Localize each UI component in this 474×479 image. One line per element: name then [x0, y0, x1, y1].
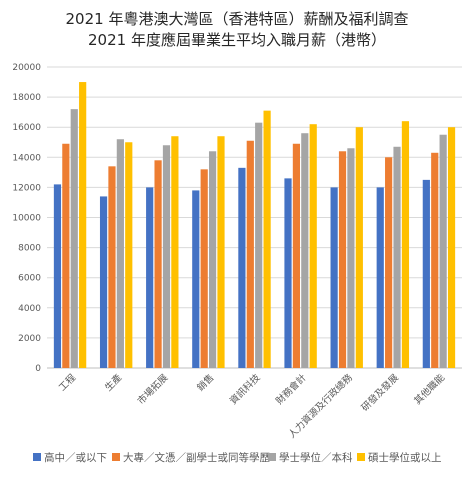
legend-label: 碩士學位或以上	[368, 451, 442, 464]
bar-3-3	[162, 145, 171, 368]
x-category-label: 財務會計	[273, 371, 309, 407]
bar-1-4	[192, 190, 200, 368]
bar-2-4	[200, 169, 208, 368]
bar-4-4	[217, 136, 225, 368]
x-category-label: 資訊科技	[227, 371, 263, 407]
bar-3-6	[301, 133, 309, 368]
bar-2-3	[154, 160, 162, 368]
legend-swatch	[357, 453, 365, 461]
x-category-label: 銷售	[195, 372, 217, 394]
bar-2-6	[292, 143, 301, 368]
legend-swatch	[268, 453, 276, 461]
y-tick-label: 12000	[12, 183, 41, 193]
y-tick-label: 8000	[18, 244, 41, 254]
bar-3-4	[208, 151, 217, 368]
bar-4-7	[355, 127, 363, 368]
bar-1-8	[376, 187, 384, 368]
x-category-label: 研發及發展	[359, 371, 401, 413]
y-tick-label: 10000	[12, 214, 41, 224]
x-category-label: 市場拓展	[135, 371, 171, 407]
x-category-label: 其他職能	[412, 371, 448, 407]
y-tick-label: 6000	[18, 274, 41, 284]
bar-2-1	[62, 143, 70, 368]
bar-2-7	[338, 151, 347, 368]
x-category-label: 生產	[102, 371, 124, 393]
bar-4-2	[125, 142, 133, 368]
legend-label: 學士學位／本科	[279, 451, 353, 464]
legend: 高中／或以下 大專／文憑／副學士或同等學歷 學士學位／本科 碩士學位或以上	[33, 451, 442, 464]
y-tick-label: 4000	[18, 304, 41, 314]
y-tick-label: 18000	[12, 93, 41, 103]
bar-1-5	[238, 167, 246, 368]
y-tick-label: 20000	[12, 63, 41, 73]
legend-label: 大專／文憑／副學士或同等學歷	[123, 451, 270, 464]
bar-4-5	[263, 110, 271, 369]
bar-3-8	[393, 146, 401, 368]
bar-4-3	[171, 136, 179, 368]
bar-3-7	[347, 148, 355, 368]
bar-3-1	[70, 109, 78, 368]
bar-1-1	[53, 184, 62, 368]
y-tick-label: 16000	[12, 123, 41, 133]
y-tick-label: 0	[35, 364, 41, 374]
gridlines	[47, 66, 462, 369]
bar-4-9	[447, 127, 456, 368]
bar-1-3	[146, 187, 154, 368]
bar-1-2	[99, 196, 108, 368]
bar-3-9	[439, 134, 447, 368]
x-category-label: 工程	[57, 372, 79, 394]
bar-1-9	[422, 179, 430, 368]
bar-3-5	[255, 122, 263, 368]
y-tick-label: 14000	[12, 153, 41, 163]
y-tick-label: 2000	[18, 334, 41, 344]
bar-2-9	[431, 152, 439, 368]
y-axis-ticks: 0 2000 4000 6000 8000 10000 12000 14000 16000 180…	[12, 63, 41, 374]
legend-label: 高中／或以下	[44, 451, 107, 464]
legend-swatch	[33, 453, 41, 461]
bar-2-2	[108, 166, 116, 368]
bar-4-8	[401, 121, 410, 369]
bar-3-2	[116, 139, 124, 368]
legend-swatch	[112, 453, 120, 461]
bars	[53, 82, 456, 369]
chart-subtitle: 2021 年度應屆畢業生平均入職月薪（港幣）	[88, 31, 386, 49]
bar-4-6	[309, 124, 317, 368]
bar-4-1	[79, 82, 87, 369]
bar-2-8	[385, 157, 393, 368]
bar-1-7	[330, 187, 338, 368]
bar-1-6	[284, 178, 292, 368]
bar-2-5	[246, 140, 254, 368]
chart-title: 2021 年粵港澳大灣區（香港特區）薪酬及福利調查	[66, 10, 409, 28]
